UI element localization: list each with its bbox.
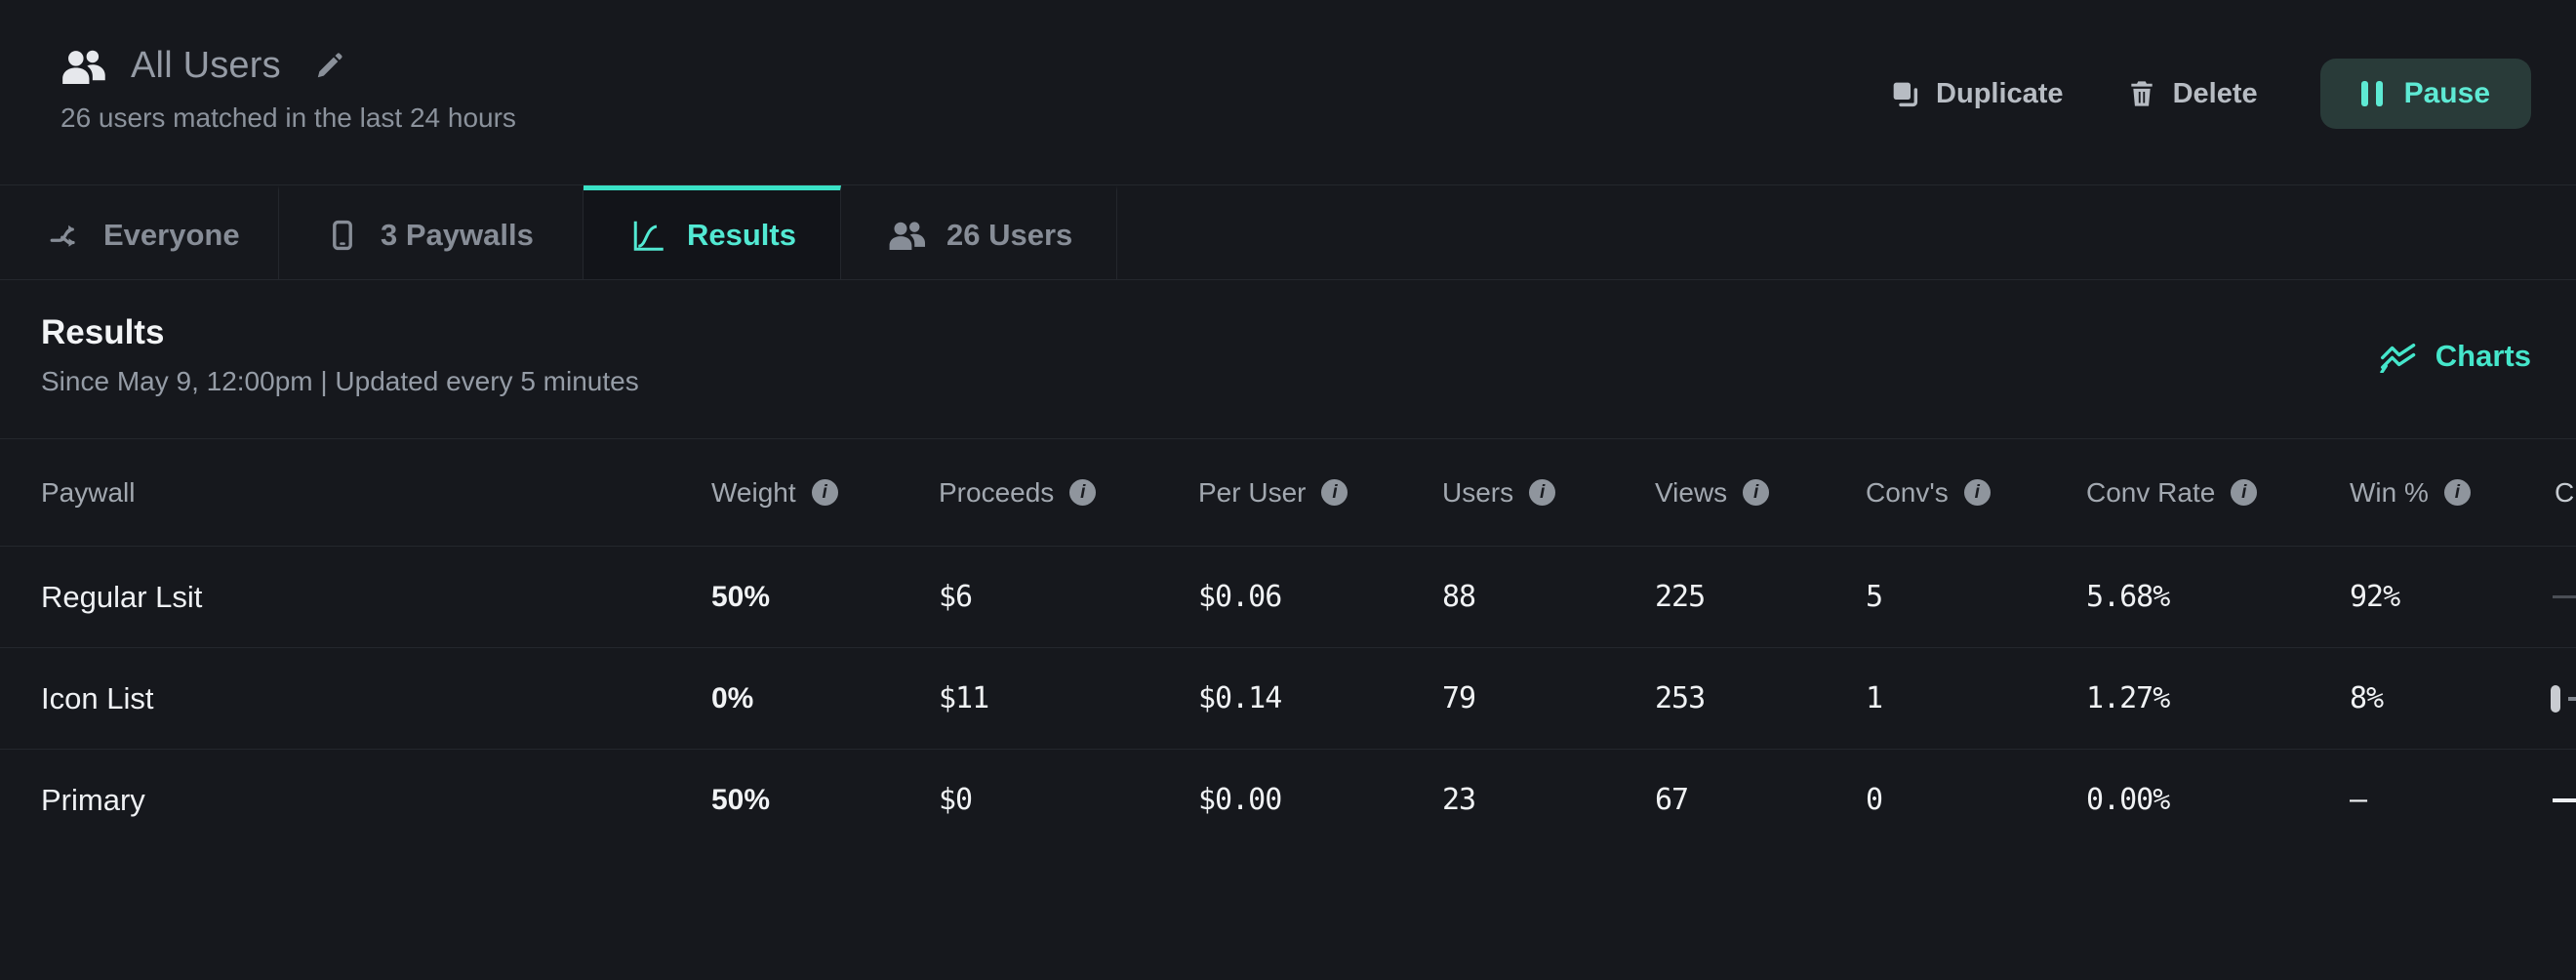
table-row-primary[interactable]: Primary 50% $0 $0.00 23 67 0 0.00% – (0, 749, 2576, 850)
delete-label: Delete (2172, 77, 2258, 109)
pause-button[interactable]: Pause (2319, 59, 2531, 129)
conv-rate-value: 1.27% (2086, 681, 2170, 715)
paywall-name: Primary (41, 782, 145, 817)
tab-paywalls-label: 3 Paywalls (381, 217, 534, 252)
tab-everyone-label: Everyone (103, 217, 240, 252)
pause-icon (2360, 81, 2383, 106)
results-chart-icon (630, 218, 665, 253)
per-user-value: $0.06 (1198, 580, 1282, 614)
cutoff-indicator (2553, 797, 2576, 802)
col-proceeds: Proceeds i (939, 477, 1198, 509)
delete-button[interactable]: Delete (2126, 78, 2258, 110)
views-value: 253 (1655, 681, 1706, 715)
info-icon[interactable]: i (2231, 479, 2258, 506)
duplicate-icon (1889, 78, 1920, 109)
paywall-name: Regular Lsit (41, 579, 203, 614)
convs-value: 5 (1866, 580, 1883, 614)
results-heading-block: Results Since May 9, 12:00pm | Updated e… (41, 313, 639, 397)
conv-rate-value: 0.00% (2086, 783, 2170, 817)
col-win-pct: Win % i (2350, 477, 2555, 509)
win-pct-value: – (2350, 783, 2367, 817)
split-arrows-icon (47, 218, 82, 253)
convs-value: 0 (1866, 783, 1883, 817)
info-icon[interactable]: i (1069, 479, 1097, 506)
header-actions: Duplicate Delete Pause (1889, 59, 2531, 129)
table-row-regular-lsit[interactable]: Regular Lsit 50% $6 $0.06 88 225 5 5.68%… (0, 546, 2576, 647)
tab-users-label: 26 Users (946, 217, 1073, 252)
col-users: Users i (1442, 477, 1655, 509)
users-icon (888, 220, 925, 251)
per-user-value: $0.14 (1198, 681, 1282, 715)
proceeds-value: $0 (939, 783, 973, 817)
duplicate-label: Duplicate (1936, 77, 2064, 109)
users-value: 88 (1442, 580, 1476, 614)
phone-icon (326, 218, 359, 253)
col-convs: Conv's i (1866, 477, 2086, 509)
users-value: 23 (1442, 783, 1476, 817)
table-row-icon-list[interactable]: Icon List 0% $11 $0.14 79 253 1 1.27% 8% (0, 647, 2576, 749)
tab-bar: Everyone 3 Paywalls Results 26 Users (0, 184, 2576, 280)
info-icon[interactable]: i (1321, 479, 1348, 506)
campaign-identity: All Users 26 users matched in the last 2… (60, 45, 516, 134)
tab-paywalls[interactable]: 3 Paywalls (279, 185, 584, 279)
page-header: All Users 26 users matched in the last 2… (0, 0, 2576, 134)
cutoff-indicator (2568, 696, 2576, 701)
audience-users-icon (60, 49, 105, 84)
charts-link[interactable]: Charts (2379, 339, 2531, 374)
col-views: Views i (1655, 477, 1866, 509)
charts-link-label: Charts (2435, 339, 2531, 373)
table-header-row: Paywall Weight i Proceeds i Per User i User… (0, 438, 2576, 546)
col-per-user: Per User i (1198, 477, 1442, 509)
info-icon[interactable]: i (2443, 479, 2471, 506)
tab-results[interactable]: Results (584, 185, 841, 279)
results-table: Paywall Weight i Proceeds i Per User i User… (0, 438, 2576, 850)
tab-bar-filler (1117, 185, 2576, 279)
weight-value: 0% (711, 681, 754, 715)
paywall-name: Icon List (41, 680, 154, 715)
proceeds-value: $6 (939, 580, 973, 614)
results-section-header: Results Since May 9, 12:00pm | Updated e… (0, 280, 2576, 397)
per-user-value: $0.00 (1198, 783, 1282, 817)
col-conv-rate: Conv Rate i (2086, 477, 2350, 509)
col-paywall: Paywall (41, 476, 136, 508)
line-chart-icon (2379, 340, 2418, 373)
tab-users[interactable]: 26 Users (841, 185, 1117, 279)
results-subtitle: Since May 9, 12:00pm | Updated every 5 m… (41, 366, 639, 396)
convs-value: 1 (1866, 681, 1883, 715)
col-weight: Weight i (711, 477, 939, 509)
info-icon[interactable]: i (1743, 479, 1770, 506)
weight-value: 50% (711, 783, 771, 816)
trash-icon (2126, 78, 2157, 109)
views-value: 67 (1655, 783, 1689, 817)
info-icon[interactable]: i (811, 479, 838, 506)
duplicate-button[interactable]: Duplicate (1889, 78, 2064, 110)
proceeds-value: $11 (939, 681, 989, 715)
pause-label: Pause (2403, 77, 2490, 109)
users-value: 79 (1442, 681, 1476, 715)
views-value: 225 (1655, 580, 1706, 614)
col-cutoff: C (2555, 476, 2575, 508)
page-title: All Users (131, 45, 281, 86)
info-icon[interactable]: i (1529, 479, 1556, 506)
conv-rate-value: 5.68% (2086, 580, 2170, 614)
weight-value: 50% (711, 580, 771, 613)
info-icon[interactable]: i (1963, 479, 1991, 506)
results-title: Results (41, 313, 165, 351)
cutoff-indicator (2551, 684, 2560, 713)
tab-results-label: Results (687, 217, 796, 252)
tab-everyone[interactable]: Everyone (0, 185, 279, 279)
matched-users-subtitle: 26 users matched in the last 24 hours (60, 102, 516, 133)
win-pct-value: 8% (2350, 681, 2384, 715)
cutoff-indicator (2553, 594, 2576, 598)
win-pct-value: 92% (2350, 580, 2400, 614)
edit-pencil-icon[interactable] (312, 50, 345, 83)
